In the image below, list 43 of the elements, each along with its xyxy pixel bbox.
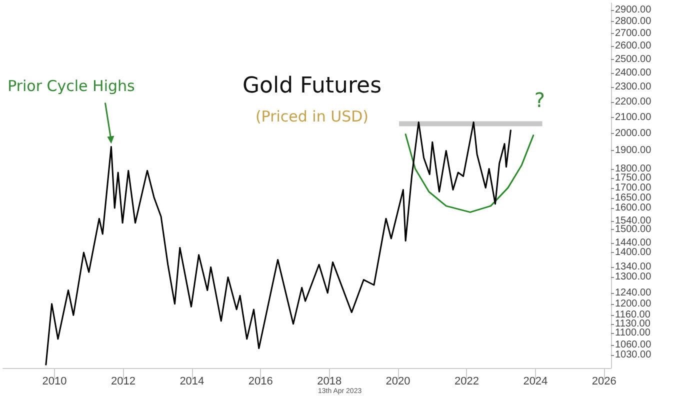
text: Gold Futures [242,74,382,98]
y-tick-label: 1400.00 [615,247,652,258]
y-tick-label: 1060.00 [615,340,652,351]
x-tick-label: 2022 [454,376,479,388]
y-tick-label: 2600.00 [615,40,652,52]
x-tick-label: 2020 [386,376,410,388]
y-tick-label: 1160.00 [615,310,651,321]
y-tick-label: 1540.00 [615,215,652,226]
y-tick-label: 1100.00 [615,327,651,338]
y-tick-label: 2000.00 [615,128,652,140]
y-tick-label: 1900.00 [615,145,652,156]
line-series [404,134,534,213]
annotation: Prior Cycle Highs [8,77,136,96]
x-tick-label: 2024 [523,376,548,388]
y-tick-label: 1700.00 [615,182,652,194]
y-tick-label: 1200.00 [615,298,652,310]
y-tick-label: 1030.00 [615,349,652,360]
y-tick-label: 1750.00 [615,172,652,184]
y-tick-label: 1500.00 [615,224,652,236]
y-tick-label: 1800.00 [615,163,652,174]
text: (Priced in USD) [255,108,369,126]
x-tick-label: 2012 [110,376,136,388]
y-tick-label: 1130.00 [615,318,651,330]
y-tick-label: 2200.00 [615,96,652,108]
y-tick-label: 2500.00 [615,54,652,65]
y-tick-label: 2300.00 [615,82,652,93]
y-tick-label: 1650.00 [615,192,652,204]
x-tick-label: 2010 [42,376,67,388]
y-tick-label: 1440.00 [615,238,652,249]
x-tick-label: 2026 [592,376,616,388]
y-tick-label: 1340.00 [615,262,652,273]
x-tick-label: 2016 [248,376,273,388]
y-tick-label: 2100.00 [615,112,652,123]
y-tick-label: 2400.00 [615,67,652,78]
y-tick-label: 1300.00 [615,272,652,283]
y-tick-label: 2900.00 [615,4,652,16]
y-tick-label: 1600.00 [615,202,652,214]
y-tick-label: 1240.00 [615,287,652,298]
x-tick-label: 2014 [180,376,204,388]
y-tick-label: 2700.00 [615,28,652,40]
annotation: ? [534,88,546,112]
x-tick-label: 2018 [317,376,342,388]
y-tick-label: 2800.00 [615,16,652,28]
